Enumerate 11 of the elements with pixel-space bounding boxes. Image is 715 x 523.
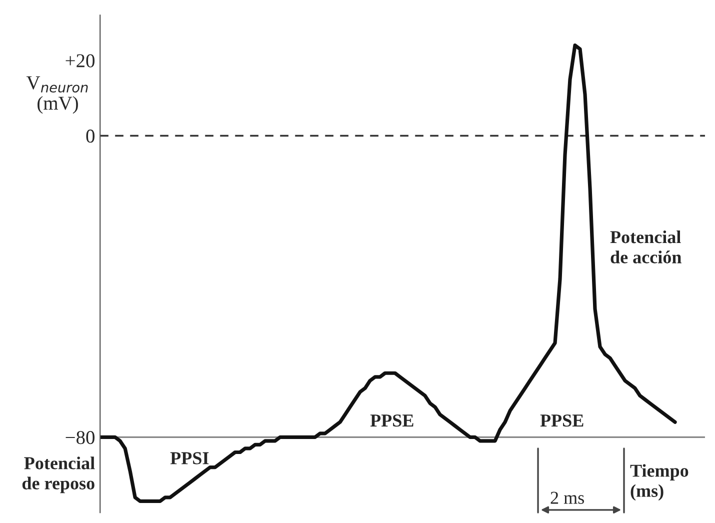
annotation: PPSI [170,452,209,464]
annotation: Potencial de acción [610,230,682,264]
annotation: PPSE [370,414,414,427]
y-tick-label: 0 [86,130,94,143]
y-tick-label: −80 [66,430,94,444]
y-tick-label: +20 [66,54,94,68]
text: Potencial de reposo [22,456,95,494]
annotation: 2 ms [550,492,584,504]
y-axis-title: V$_{neuron}$ (mV) [26,76,88,114]
annotation: PPSE [540,414,584,427]
annotation: Tiempo (ms) [630,464,688,501]
